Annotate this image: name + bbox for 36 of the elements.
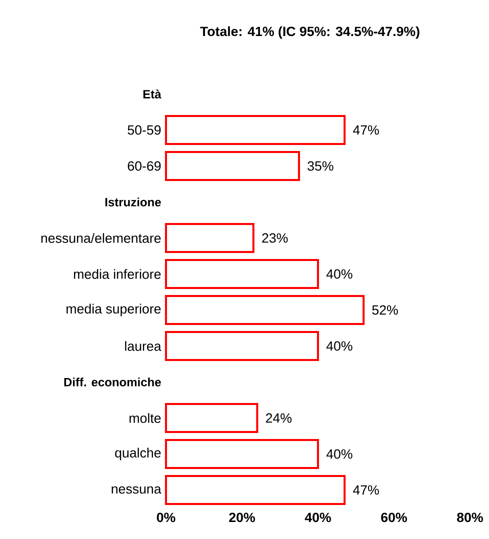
bar <box>164 475 346 505</box>
bar <box>164 259 319 289</box>
y-tick-label: Istruzione <box>105 198 161 206</box>
y-tick-label: 60-69 <box>128 161 161 171</box>
y-tick-label: media inferiore <box>74 269 161 279</box>
y-tick-label: Età <box>143 90 162 98</box>
x-tick-label: 60% <box>381 512 407 522</box>
chart-title: Totale: 41% (IC 95%: 34.5%-47.9%) <box>200 26 420 39</box>
y-tick-label: nessuna/elementare <box>41 233 161 243</box>
x-tick-label: 0% <box>156 512 176 522</box>
bar <box>164 223 254 254</box>
data-label: 35% <box>308 161 334 171</box>
bar <box>164 295 365 325</box>
y-tick-label: molte <box>130 413 161 423</box>
x-tick-label: 20% <box>229 512 255 522</box>
data-label: 40% <box>326 269 352 279</box>
x-tick-label: 80% <box>457 512 483 522</box>
data-label: 47% <box>353 125 379 135</box>
data-label: 23% <box>262 233 288 243</box>
bar <box>164 403 258 433</box>
data-label: 40% <box>326 449 352 459</box>
y-tick-label: media superiore <box>66 304 161 316</box>
y-tick-label: qualche <box>115 448 161 460</box>
bar <box>164 331 319 362</box>
data-label: 24% <box>266 413 292 423</box>
y-tick-label: 50-59 <box>128 125 161 135</box>
x-tick-label: 40% <box>304 512 331 522</box>
y-tick-label: laurea <box>125 341 162 351</box>
data-label: 40% <box>326 341 352 351</box>
bar <box>164 151 300 182</box>
data-label: 52% <box>372 305 398 315</box>
y-tick-label: nessuna <box>112 486 162 494</box>
bar <box>164 115 346 146</box>
data-label: 47% <box>353 485 379 495</box>
bar <box>164 439 319 469</box>
y-tick-label: Diff. economiche <box>64 378 161 386</box>
